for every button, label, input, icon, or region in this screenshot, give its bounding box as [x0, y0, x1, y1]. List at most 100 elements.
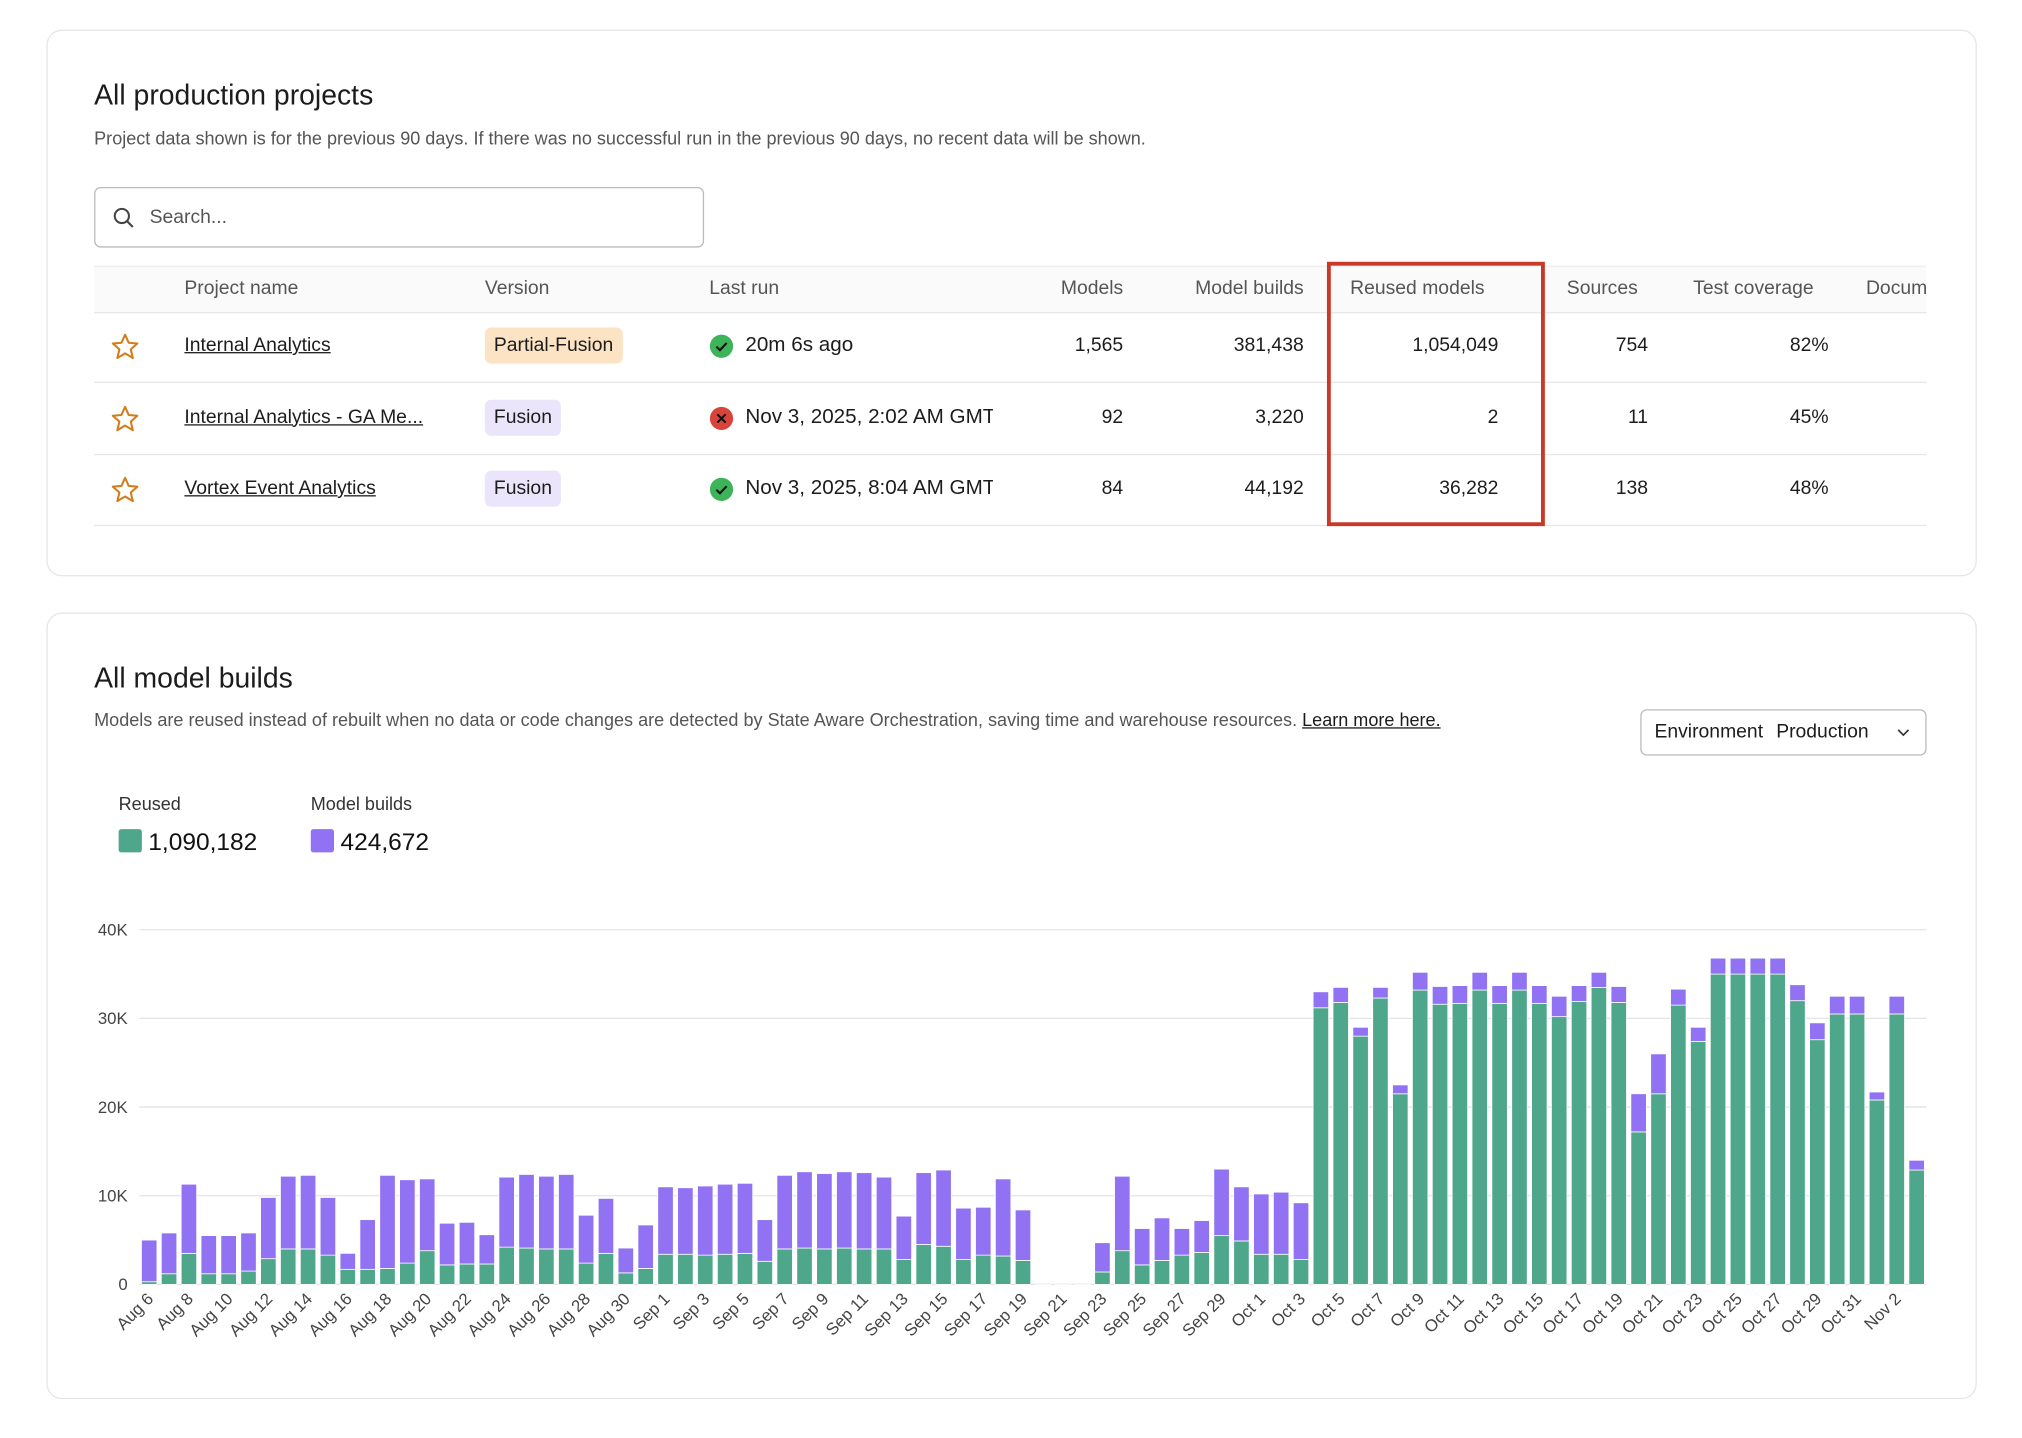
bar-segment — [975, 1254, 992, 1285]
bar-segment — [1709, 957, 1727, 975]
bar-segment — [478, 1234, 495, 1265]
project-link[interactable]: Internal Analytics — [184, 333, 331, 356]
bar-segment — [1332, 1002, 1349, 1285]
bar-segment — [756, 1260, 773, 1285]
bar-segment — [1690, 1041, 1707, 1285]
table-cell: 1,565 — [1074, 333, 1124, 356]
bar-segment — [756, 1219, 773, 1262]
x-tick-label: Aug 20 — [384, 1289, 435, 1340]
bar-segment — [538, 1175, 555, 1250]
x-tick-label: Oct 13 — [1459, 1289, 1507, 1337]
bar-segment — [697, 1254, 714, 1285]
version-badge: Partial-Fusion — [484, 327, 623, 364]
bar-segment — [657, 1253, 674, 1285]
x-tick-label: Sep 23 — [1059, 1289, 1110, 1340]
bar-segment — [1690, 1026, 1707, 1042]
bar-segment — [657, 1186, 674, 1255]
x-tick-label: Oct 19 — [1578, 1289, 1626, 1337]
bar-segment — [1471, 971, 1488, 991]
bar-segment — [895, 1259, 912, 1285]
bar-segment — [1352, 1026, 1369, 1037]
project-link[interactable]: Vortex Event Analytics — [184, 477, 376, 500]
bar-segment — [399, 1262, 416, 1285]
x-tick-label: Sep 3 — [669, 1289, 713, 1333]
column-header: Project name — [184, 277, 299, 300]
bar-segment — [1650, 1093, 1667, 1285]
bar-segment — [1888, 995, 1905, 1015]
x-tick-label: Sep 17 — [940, 1289, 991, 1340]
bar-segment — [1471, 989, 1488, 1285]
bar-segment — [1292, 1259, 1310, 1285]
x-tick-label: Oct 7 — [1347, 1289, 1389, 1331]
bar-segment — [1868, 1091, 1886, 1101]
x-tick-label: Aug 6 — [113, 1289, 157, 1333]
bar-segment — [1034, 1283, 1051, 1285]
table-cell: 2 — [1487, 405, 1499, 428]
environment-dropdown[interactable]: Environment Production — [1640, 709, 1927, 756]
x-tick-label: Sep 27 — [1139, 1289, 1190, 1340]
bar-segment — [1531, 1002, 1548, 1285]
learn-more-link[interactable]: Learn more here. — [1302, 709, 1441, 730]
bar-segment — [180, 1252, 198, 1285]
bar-segment — [558, 1248, 575, 1285]
favorite-star[interactable] — [111, 333, 139, 361]
bar-segment — [319, 1254, 337, 1285]
x-tick-label: Aug 14 — [265, 1289, 316, 1340]
bar-segment — [1769, 957, 1786, 975]
favorite-star[interactable] — [111, 476, 139, 504]
row-divider — [94, 453, 1927, 455]
bar-segment — [1412, 989, 1429, 1285]
bar-segment — [1829, 1013, 1846, 1285]
table-cell: 45% — [1789, 405, 1829, 428]
x-tick-label: Oct 1 — [1228, 1289, 1270, 1331]
x-tick-label: Sep 13 — [861, 1289, 912, 1340]
bar-segment — [597, 1252, 615, 1285]
search-icon — [113, 207, 134, 228]
table-cell: 138 — [1615, 477, 1649, 500]
bar-segment — [577, 1214, 595, 1264]
project-link[interactable]: Internal Analytics - GA Me... — [184, 405, 424, 428]
bar-segment — [1809, 1022, 1826, 1041]
legend-total: 424,672 — [340, 829, 429, 856]
bar-segment — [299, 1174, 317, 1250]
bar-segment — [1431, 1003, 1449, 1285]
favorite-star[interactable] — [111, 404, 139, 432]
version-badge: Fusion — [484, 470, 561, 507]
bar-segment — [1094, 1242, 1111, 1273]
bar-segment — [716, 1183, 734, 1255]
search-box[interactable]: Search... — [94, 186, 705, 248]
bar-segment — [1491, 985, 1508, 1004]
section-title: All model builds — [94, 661, 293, 694]
bar-segment — [220, 1235, 237, 1275]
bar-segment — [1729, 957, 1747, 975]
x-tick-label: Nov 2 — [1860, 1289, 1904, 1333]
bar-segment — [260, 1197, 277, 1260]
bar-segment — [637, 1224, 654, 1269]
bar-segment — [1789, 984, 1806, 1002]
chevron — [1897, 729, 1910, 737]
bar-segment — [1590, 971, 1608, 988]
bar-segment — [855, 1172, 873, 1250]
bar-segment — [498, 1176, 515, 1248]
x-tick-label: Oct 3 — [1267, 1289, 1309, 1331]
bar-segment — [1868, 1099, 1886, 1285]
table-header — [94, 265, 1927, 314]
bar-segment — [379, 1174, 396, 1269]
bar-segment — [796, 1171, 813, 1249]
status-icon — [709, 334, 734, 359]
bar-segment — [1570, 1001, 1588, 1285]
column-header: Version — [484, 277, 550, 300]
x-tick-label: Oct 27 — [1737, 1289, 1785, 1337]
bar-segment — [637, 1268, 654, 1285]
bar-segment — [280, 1175, 297, 1250]
bar-segment — [836, 1247, 853, 1285]
version-badge: Fusion — [484, 399, 561, 436]
bar-segment — [518, 1174, 535, 1249]
x-tick-label: Sep 25 — [1099, 1289, 1150, 1340]
bar-segment — [875, 1248, 893, 1285]
table: Project name Version Last run Models Model b… — [0, 0, 1927, 542]
table-cell: 84 — [1101, 477, 1124, 500]
